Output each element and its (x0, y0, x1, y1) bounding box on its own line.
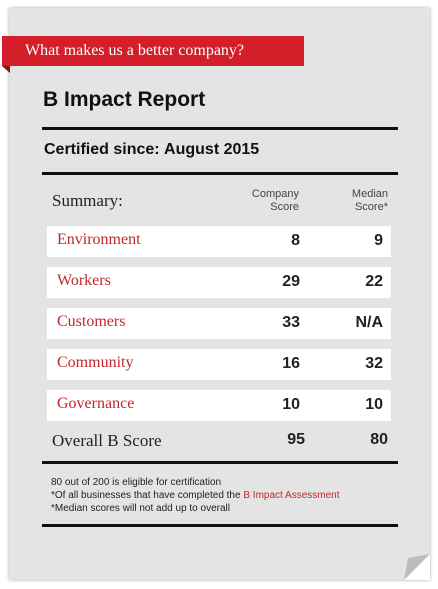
divider-cert (42, 172, 398, 175)
divider-bottom (42, 524, 398, 527)
banner-tab (2, 66, 10, 73)
page-title: B Impact Report (43, 88, 206, 111)
row-label[interactable]: Customers (57, 313, 126, 330)
b-impact-assessment-link[interactable]: B Impact Assessment (243, 490, 340, 501)
row-label[interactable]: Community (57, 354, 134, 371)
company-score: 29 (282, 273, 300, 290)
banner: What makes us a better company? (2, 36, 304, 66)
table-row[interactable]: Workers 29 22 (47, 267, 391, 298)
table-row[interactable]: Customers 33 N/A (47, 308, 391, 339)
col-header-median-line1: Median (351, 188, 388, 200)
table-row[interactable]: Governance 10 10 (47, 390, 391, 421)
banner-text: What makes us a better company? (25, 42, 245, 59)
col-header-median: Median Score* (352, 188, 388, 214)
overall-median-score: 80 (370, 431, 388, 448)
summary-label: Summary: (52, 191, 123, 210)
overall-company-score: 95 (287, 431, 305, 448)
certified-label: Certified since: (44, 141, 160, 158)
company-score: 10 (282, 396, 300, 413)
table-row[interactable]: Community 16 32 (47, 349, 391, 380)
col-header-company-line2: Score (270, 201, 299, 213)
median-score: 9 (374, 232, 383, 249)
company-score: 33 (282, 314, 300, 331)
footnote-eligibility: 80 out of 200 is eligible for certificat… (51, 477, 222, 488)
footnotes: 80 out of 200 is eligible for certificat… (51, 476, 340, 515)
col-header-median-line2: Score* (354, 201, 388, 213)
page-fold-corner (404, 554, 430, 580)
col-header-company: Company Score (252, 188, 299, 214)
overall-label: Overall B Score (52, 431, 162, 450)
row-label[interactable]: Governance (57, 395, 135, 412)
row-label[interactable]: Workers (57, 272, 111, 289)
certified-date: August 2015 (164, 141, 260, 158)
footnote-median-text: *Of all businesses that have completed t… (51, 490, 244, 501)
company-score: 16 (282, 355, 300, 372)
overall-row: Overall B Score 95 80 (52, 431, 391, 453)
median-score: 22 (365, 273, 383, 290)
table-row[interactable]: Environment 8 9 (47, 226, 391, 257)
certified-line: Certified since: August 2015 (44, 141, 259, 159)
company-score: 8 (291, 232, 300, 249)
median-score: 10 (365, 396, 383, 413)
median-score: 32 (365, 355, 383, 372)
divider-top (42, 127, 398, 130)
footnote-median-basis: *Of all businesses that have completed t… (51, 489, 340, 502)
row-label[interactable]: Environment (57, 231, 141, 248)
footnote-median-sum: *Median scores will not add up to overal… (51, 503, 230, 514)
col-header-company-line1: Company (251, 188, 299, 200)
divider-table-bottom (42, 461, 398, 464)
median-score: N/A (355, 314, 383, 331)
